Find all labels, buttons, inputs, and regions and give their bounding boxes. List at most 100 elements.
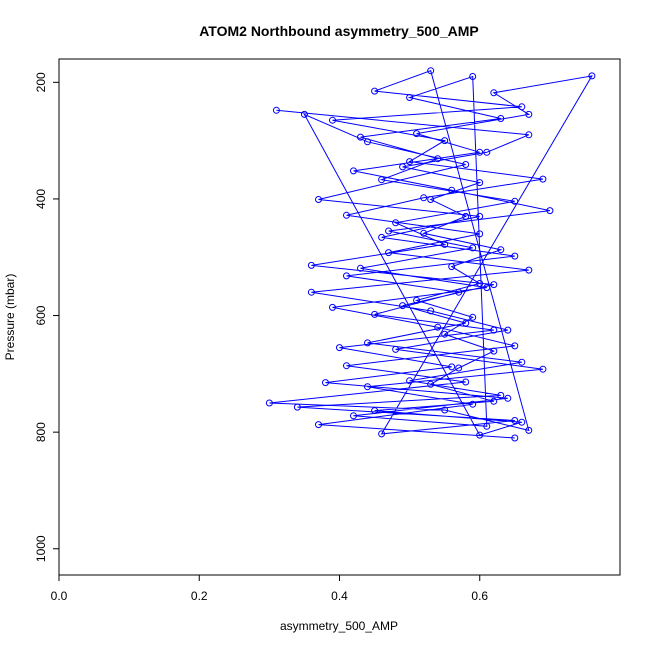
data-point xyxy=(392,219,400,227)
data-point xyxy=(371,407,379,415)
data-point xyxy=(343,272,350,280)
data-point xyxy=(343,362,350,370)
data-point xyxy=(448,186,456,194)
data-point xyxy=(315,421,322,429)
data-point xyxy=(441,406,449,414)
data-point xyxy=(518,358,526,366)
data-point xyxy=(378,176,386,184)
data-point xyxy=(476,280,484,287)
data-point xyxy=(497,115,505,122)
data-point xyxy=(462,319,470,327)
data-point xyxy=(469,73,477,80)
data-point xyxy=(476,148,484,156)
data-point xyxy=(588,72,596,80)
chart-title: ATOM2 Northbound asymmetry_500_AMP xyxy=(199,23,479,39)
data-point xyxy=(427,196,435,203)
data-point xyxy=(441,137,449,145)
data-point xyxy=(434,155,442,163)
data-point xyxy=(546,207,554,215)
data-point xyxy=(483,284,491,292)
data-point xyxy=(490,397,498,405)
data-point xyxy=(378,430,386,438)
data-point xyxy=(511,417,519,424)
data-point xyxy=(525,131,533,139)
data-point xyxy=(539,365,547,373)
data-point xyxy=(420,229,428,237)
data-point xyxy=(343,211,350,219)
data-point xyxy=(371,310,379,318)
data-point xyxy=(364,339,371,347)
data-point xyxy=(357,264,364,272)
data-point xyxy=(364,383,371,391)
x-tick-label: 0.4 xyxy=(331,589,348,603)
data-point xyxy=(329,303,336,311)
data-point xyxy=(525,110,533,118)
data-point xyxy=(406,158,414,166)
data-point xyxy=(336,344,343,352)
x-axis-ticks: 0.0 0.2 0.4 0.6 xyxy=(51,575,488,603)
data-point xyxy=(399,302,407,310)
data-point xyxy=(399,163,407,171)
data-point xyxy=(525,266,533,274)
data-point xyxy=(413,130,421,138)
data-point xyxy=(504,326,512,334)
data-point xyxy=(307,261,315,269)
data-point xyxy=(265,399,273,407)
data-point xyxy=(497,246,505,254)
x-tick-label: 0.2 xyxy=(191,589,208,603)
data-point xyxy=(371,87,379,95)
data-point xyxy=(272,106,280,114)
data-point xyxy=(518,418,526,426)
data-point xyxy=(483,148,491,156)
data-point xyxy=(462,212,470,220)
data-point xyxy=(427,307,435,315)
y-tick-label: 200 xyxy=(34,72,48,92)
data-point xyxy=(406,377,414,385)
data-point xyxy=(511,252,519,260)
data-point xyxy=(518,103,526,111)
x-tick-label: 0.0 xyxy=(51,589,68,603)
data-point xyxy=(427,67,435,75)
y-tick-label: 1000 xyxy=(34,535,48,562)
data-point xyxy=(525,426,533,434)
data-point xyxy=(504,394,512,402)
data-point xyxy=(357,133,364,141)
data-point xyxy=(476,431,484,439)
data-point xyxy=(511,342,519,350)
y-tick-label: 600 xyxy=(34,305,48,325)
data-point xyxy=(307,288,315,296)
data-point xyxy=(315,196,322,203)
data-point xyxy=(490,281,498,289)
plot-border xyxy=(58,58,621,576)
data-point xyxy=(385,227,393,235)
data-point xyxy=(427,380,435,388)
y-tick-label: 800 xyxy=(34,422,48,442)
data-point xyxy=(350,167,357,175)
data-point xyxy=(293,403,301,411)
data-point xyxy=(322,379,329,387)
data-point xyxy=(392,345,400,353)
data-point xyxy=(497,391,505,399)
data-point xyxy=(350,412,357,420)
data-point xyxy=(511,434,519,442)
data-point xyxy=(539,175,547,183)
data-point xyxy=(441,240,449,248)
y-tick-label: 400 xyxy=(34,189,48,209)
data-point xyxy=(490,89,498,97)
data-point xyxy=(469,244,477,252)
data-point xyxy=(490,347,498,355)
data-point xyxy=(455,288,463,296)
data-point xyxy=(413,296,421,304)
data-point xyxy=(441,330,449,338)
y-axis-label: Pressure (mbar) xyxy=(3,274,17,361)
data-point xyxy=(476,179,484,187)
data-point xyxy=(406,94,414,101)
data-point xyxy=(455,364,463,372)
data-point xyxy=(378,233,386,241)
data-point xyxy=(434,323,442,331)
data-point xyxy=(469,400,477,408)
plot-area xyxy=(265,67,596,442)
data-point xyxy=(469,313,477,321)
x-tick-label: 0.6 xyxy=(471,589,488,603)
